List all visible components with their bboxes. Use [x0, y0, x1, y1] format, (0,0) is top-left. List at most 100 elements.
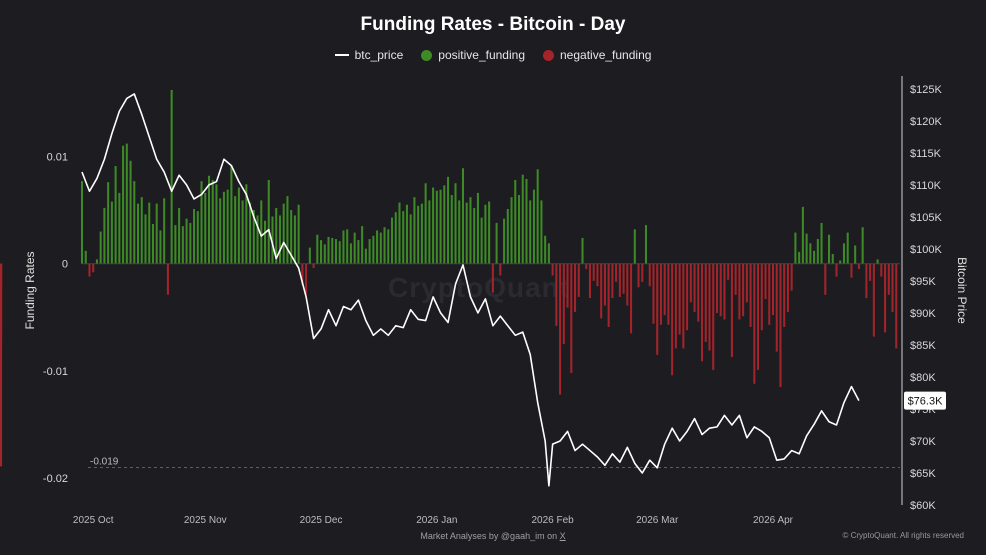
funding-bar-negative [88, 263, 91, 277]
funding-bar-positive [798, 251, 801, 264]
funding-bar-positive [469, 197, 472, 264]
funding-bar-negative [734, 263, 737, 295]
funding-bar-negative [719, 263, 722, 317]
right-tick-label: $105K [910, 212, 942, 224]
funding-bar-positive [876, 259, 879, 264]
x-tick-label: 2026 Mar [636, 515, 679, 526]
funding-bar-negative [880, 263, 883, 277]
funding-bar-negative [824, 263, 827, 295]
funding-bar-positive [544, 235, 547, 264]
funding-bar-negative [312, 263, 315, 268]
funding-bar-negative [592, 263, 595, 281]
left-tick-label: 0 [62, 259, 68, 271]
funding-bar-positive [383, 227, 386, 264]
funding-bar-positive [196, 211, 199, 264]
funding-bar-positive [809, 243, 812, 264]
funding-bar-positive [368, 239, 371, 264]
funding-bar-positive [394, 212, 397, 264]
funding-bar-negative [663, 263, 666, 316]
y-axis-label-left: Funding Rates [23, 251, 37, 329]
funding-bar-positive [409, 214, 412, 264]
funding-bar-positive [163, 198, 166, 264]
funding-bar-negative [884, 263, 887, 333]
footer-credit-user[interactable]: @gaah_im [500, 531, 545, 541]
funding-bar-negative [659, 263, 662, 325]
right-tick-label: $100K [910, 244, 942, 256]
funding-bar-positive [323, 244, 326, 264]
funding-bar-negative [641, 263, 644, 282]
left-axis-ticks: 0.01 0 -0.01 -0.02 [43, 151, 68, 485]
funding-bar-positive [204, 192, 207, 264]
legend-label-price: btc_price [354, 48, 404, 62]
funding-bar-negative [742, 263, 745, 317]
watermark-logo: CryptoQuant [388, 272, 571, 303]
legend-label-negative: negative_funding [560, 48, 652, 62]
legend-item-price[interactable]: btc_price [334, 48, 404, 62]
funding-bar-positive [338, 241, 341, 264]
right-tick-label: $125K [910, 84, 942, 96]
funding-bar-positive [320, 240, 323, 264]
funding-bar-positive [357, 240, 360, 264]
funding-bar-positive [215, 184, 218, 264]
funding-bar-positive [633, 229, 636, 264]
legend-line-swatch [334, 54, 349, 56]
funding-bar-negative [611, 263, 614, 299]
funding-bar-positive [532, 189, 535, 264]
left-tick-label: -0.02 [43, 473, 68, 485]
footer-credit-platform[interactable]: X [559, 531, 566, 541]
current-price-badge-box [904, 391, 946, 410]
funding-bar-positive [241, 200, 244, 264]
funding-bar-positive [443, 185, 446, 264]
legend-dot-negative [543, 49, 554, 61]
funding-bar-negative [682, 263, 685, 349]
funding-bar-positive [334, 239, 338, 264]
funding-bar-positive [801, 206, 804, 264]
left-tick-label: -0.01 [43, 366, 68, 378]
funding-bar-negative [757, 263, 760, 370]
x-tick-label: 2025 Dec [300, 515, 343, 526]
funding-bar-positive [461, 168, 465, 264]
funding-bar-negative [701, 263, 704, 362]
funding-bar-positive [447, 176, 450, 264]
funding-bar-positive [361, 226, 364, 264]
chart-title: Funding Rates - Bitcoin - Day [360, 14, 626, 35]
funding-bar-positive [424, 183, 427, 264]
funding-bar-negative [674, 263, 677, 349]
funding-bar-negative [671, 263, 674, 376]
funding-bar-positive [484, 204, 487, 264]
footer-credit-prefix: Market Analyses by [420, 531, 501, 541]
funding-bar-positive [84, 250, 87, 264]
funding-bar-positive [503, 218, 506, 264]
funding-bar-negative [704, 263, 707, 342]
funding-bar-positive [99, 231, 102, 264]
legend-item-negative[interactable]: negative_funding [543, 48, 651, 62]
funding-bar-positive [398, 202, 401, 264]
funding-bar-positive [181, 226, 184, 264]
funding-bar-positive [282, 203, 285, 264]
funding-bar-positive [346, 229, 349, 264]
funding-bar-positive [207, 175, 211, 264]
funding-bar-positive [331, 237, 334, 264]
funding-bar-positive [222, 191, 225, 264]
funding-bar-negative [895, 263, 898, 349]
funding-bar-negative [0, 263, 3, 467]
funding-bar-negative [596, 263, 599, 287]
copyright-notice: © CryptoQuant. All rights reserved [842, 531, 965, 540]
funding-bar-positive [293, 215, 296, 264]
funding-bar-negative [745, 263, 748, 303]
legend-item-positive[interactable]: positive_funding [421, 48, 525, 62]
funding-bar-negative [872, 263, 875, 337]
funding-bar-positive [828, 234, 831, 264]
funding-bar-positive [417, 205, 420, 264]
funding-bar-positive [174, 225, 177, 264]
funding-bar-positive [297, 204, 300, 264]
funding-bar-negative [775, 263, 778, 352]
funding-bar-positive [245, 184, 248, 264]
funding-bar-positive [110, 201, 113, 264]
funding-bar-negative [887, 263, 890, 295]
funding-bar-negative [652, 263, 655, 324]
funding-bar-positive [488, 201, 491, 264]
funding-bar-positive [439, 189, 442, 264]
funding-bar-negative [708, 263, 711, 351]
left-tick-label: 0.01 [47, 151, 68, 163]
